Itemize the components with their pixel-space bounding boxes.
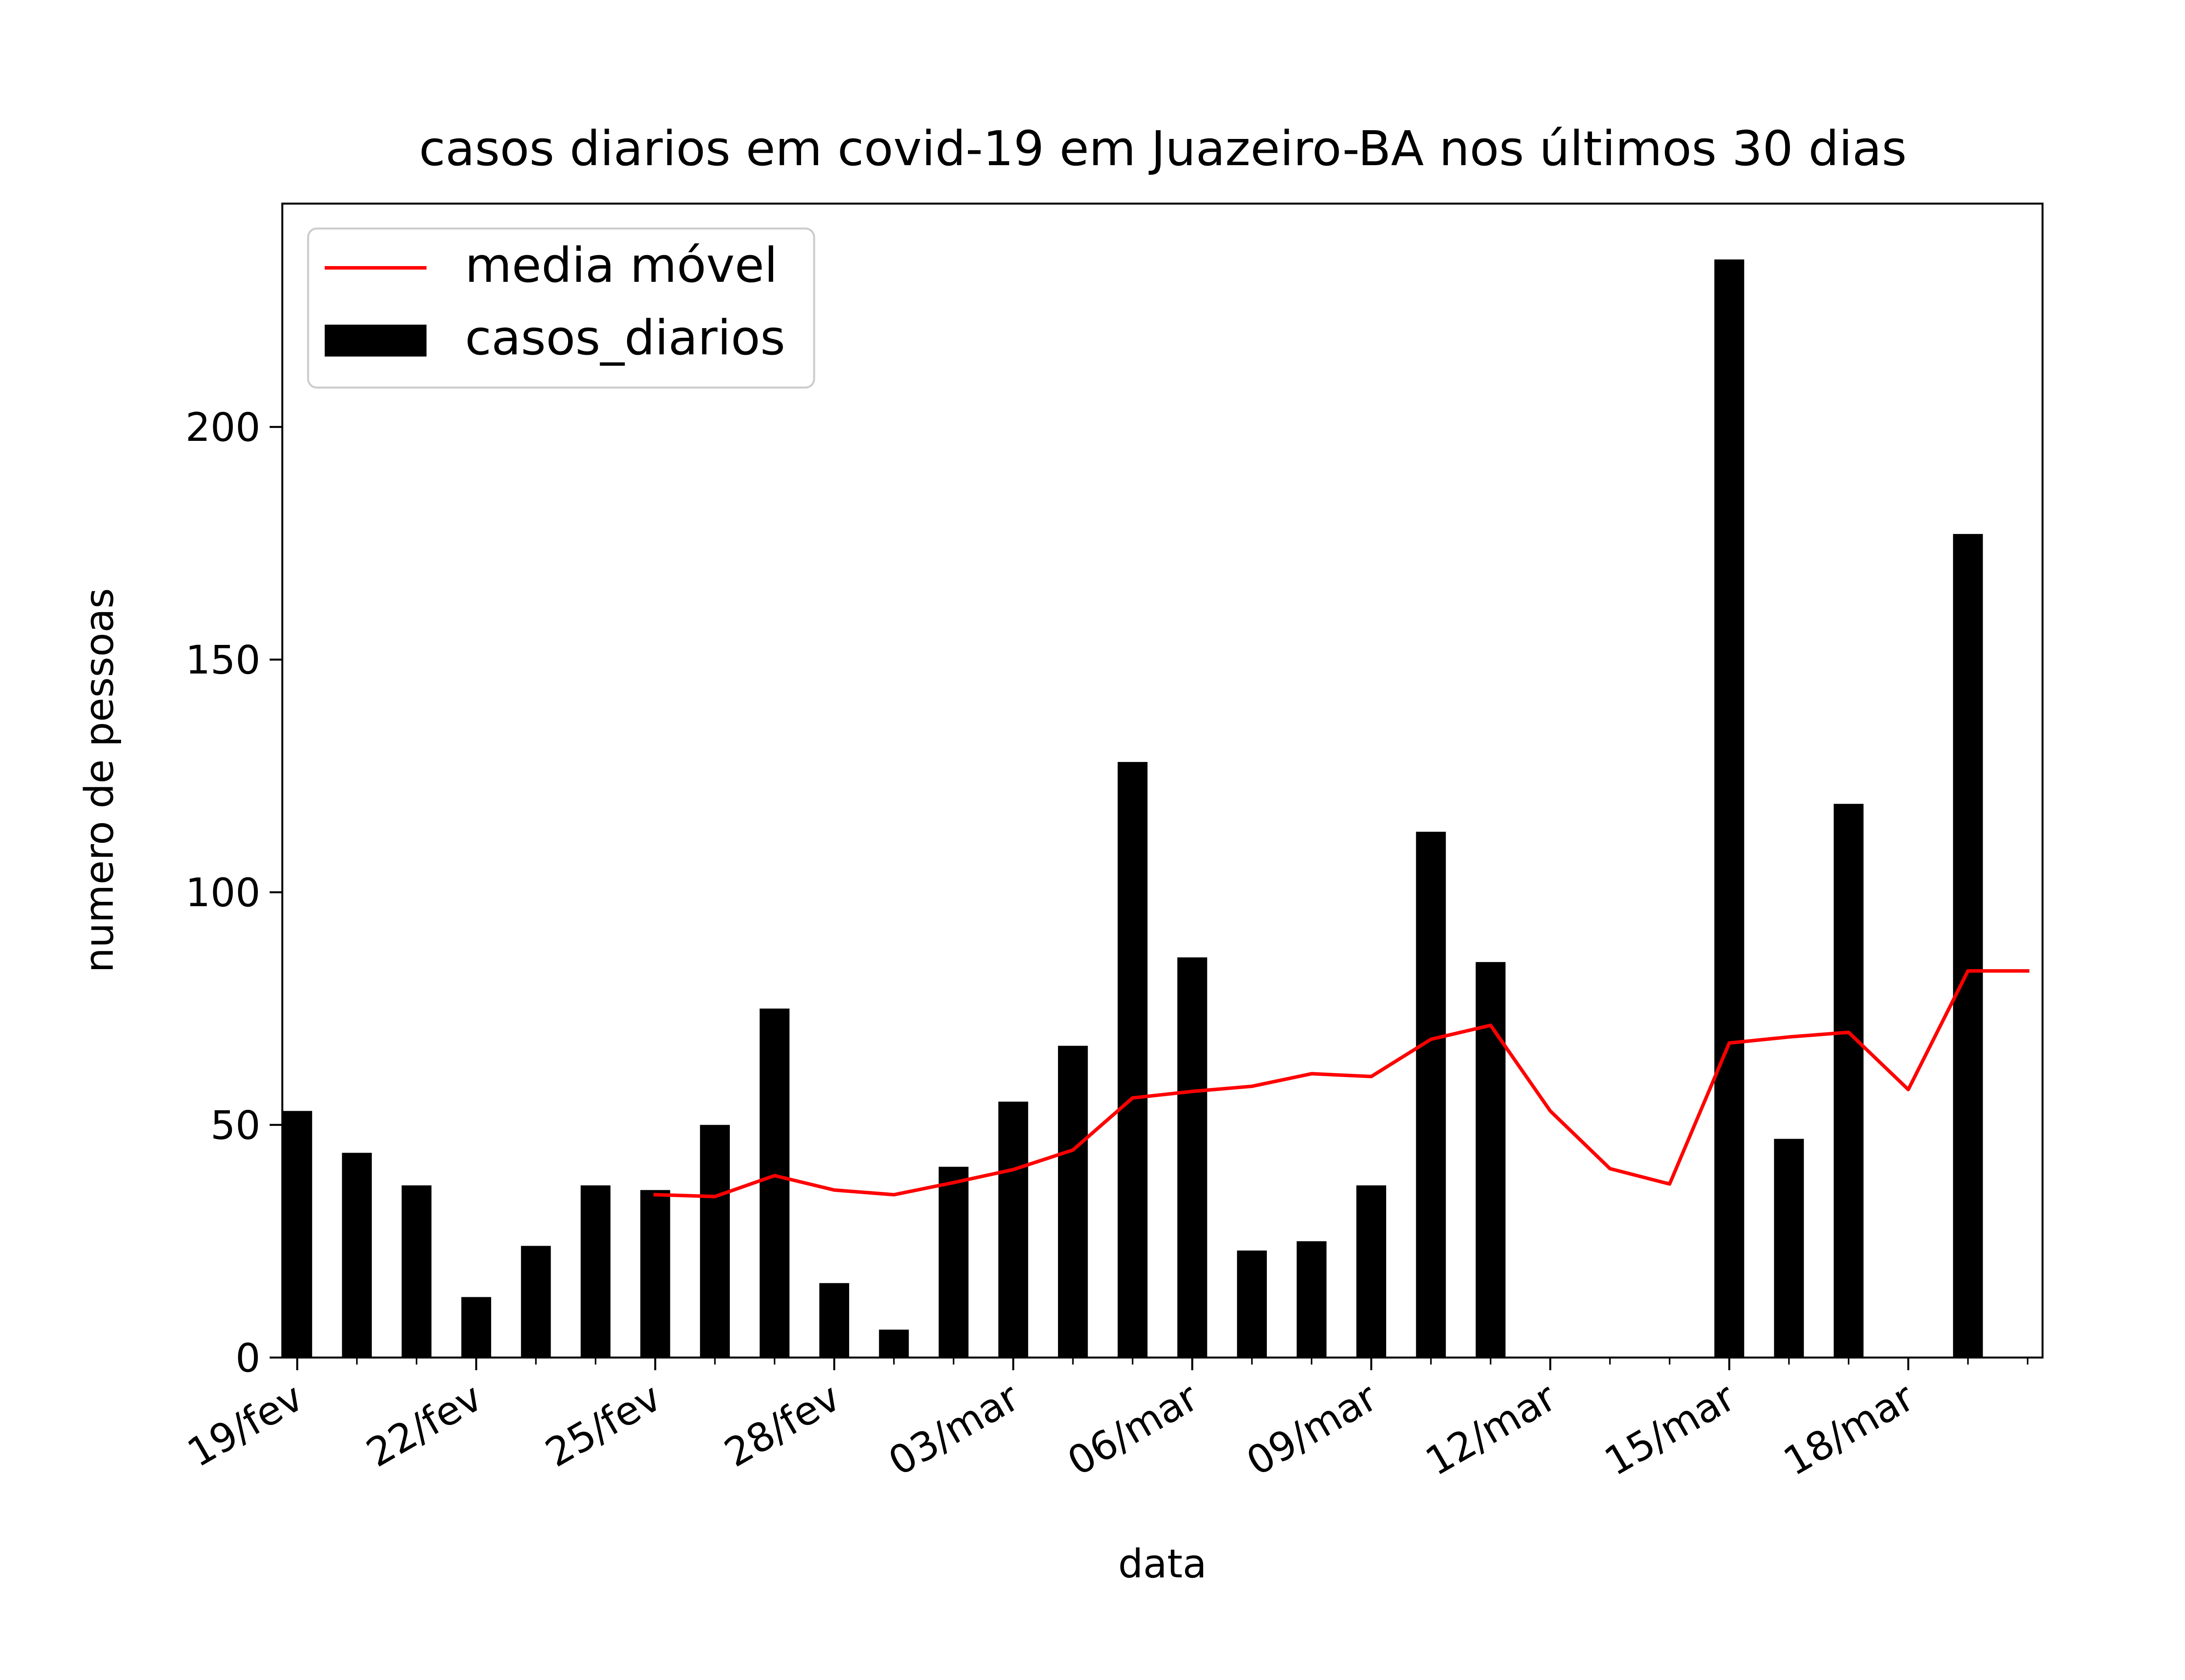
bar-2021-03-15 (1714, 259, 1745, 1358)
bar-2021-02-25 (640, 1190, 670, 1358)
bar-2021-03-06 (1177, 957, 1207, 1358)
y-tick-label-0: 0 (236, 1335, 260, 1381)
x-axis-label: data (1118, 1541, 1207, 1587)
bar-2021-02-21 (402, 1185, 432, 1358)
legend-frame (307, 227, 815, 389)
bar-2021-02-26 (700, 1125, 730, 1358)
bar-2021-03-08 (1297, 1241, 1327, 1358)
plot-frame (281, 202, 2044, 1359)
bar-2021-03-03 (998, 1102, 1028, 1358)
bar-2021-02-19 (282, 1111, 312, 1358)
y-tick-label-100: 100 (185, 870, 260, 916)
bar-2021-03-16 (1774, 1139, 1804, 1358)
y-axis: 0 50 100 150 200 (185, 405, 282, 1381)
chart-title: casos diarios em covid-19 em Juazeiro-BA… (419, 121, 1907, 177)
legend-label-casos-diarios: casos_diarios (465, 310, 785, 366)
bar-2021-03-11 (1475, 962, 1506, 1358)
line-series-layer (653, 969, 2029, 1199)
bar-2021-03-07 (1237, 1250, 1267, 1358)
legend: media móvel casos_diarios (307, 227, 815, 389)
bar-2021-02-24 (580, 1185, 610, 1358)
legend-label-media-movel: media móvel (465, 237, 777, 293)
moving-average-line (653, 969, 2029, 1199)
bar-2021-03-19 (1953, 534, 1983, 1358)
bar-2021-03-09 (1356, 1185, 1387, 1358)
bar-2021-03-04 (1058, 1046, 1088, 1358)
bar-2021-03-05 (1117, 762, 1148, 1358)
bar-series (282, 259, 1983, 1358)
bar-2021-03-02 (938, 1167, 969, 1358)
bar-2021-02-23 (521, 1246, 551, 1358)
y-axis-label: numero de pessoas (76, 588, 122, 973)
bar-2021-02-28 (819, 1283, 850, 1358)
bar-2021-03-01 (879, 1330, 909, 1358)
bar-2021-03-10 (1416, 831, 1446, 1358)
bar-2021-02-27 (760, 1008, 790, 1358)
bar-2021-02-20 (342, 1153, 372, 1358)
y-tick-label-200: 200 (185, 405, 260, 450)
y-tick-label-50: 50 (210, 1103, 260, 1149)
bar-2021-02-22 (461, 1297, 491, 1358)
legend-bar-swatch (325, 325, 427, 357)
y-tick-label-150: 150 (185, 637, 260, 683)
bar-2021-03-17 (1834, 804, 1864, 1358)
